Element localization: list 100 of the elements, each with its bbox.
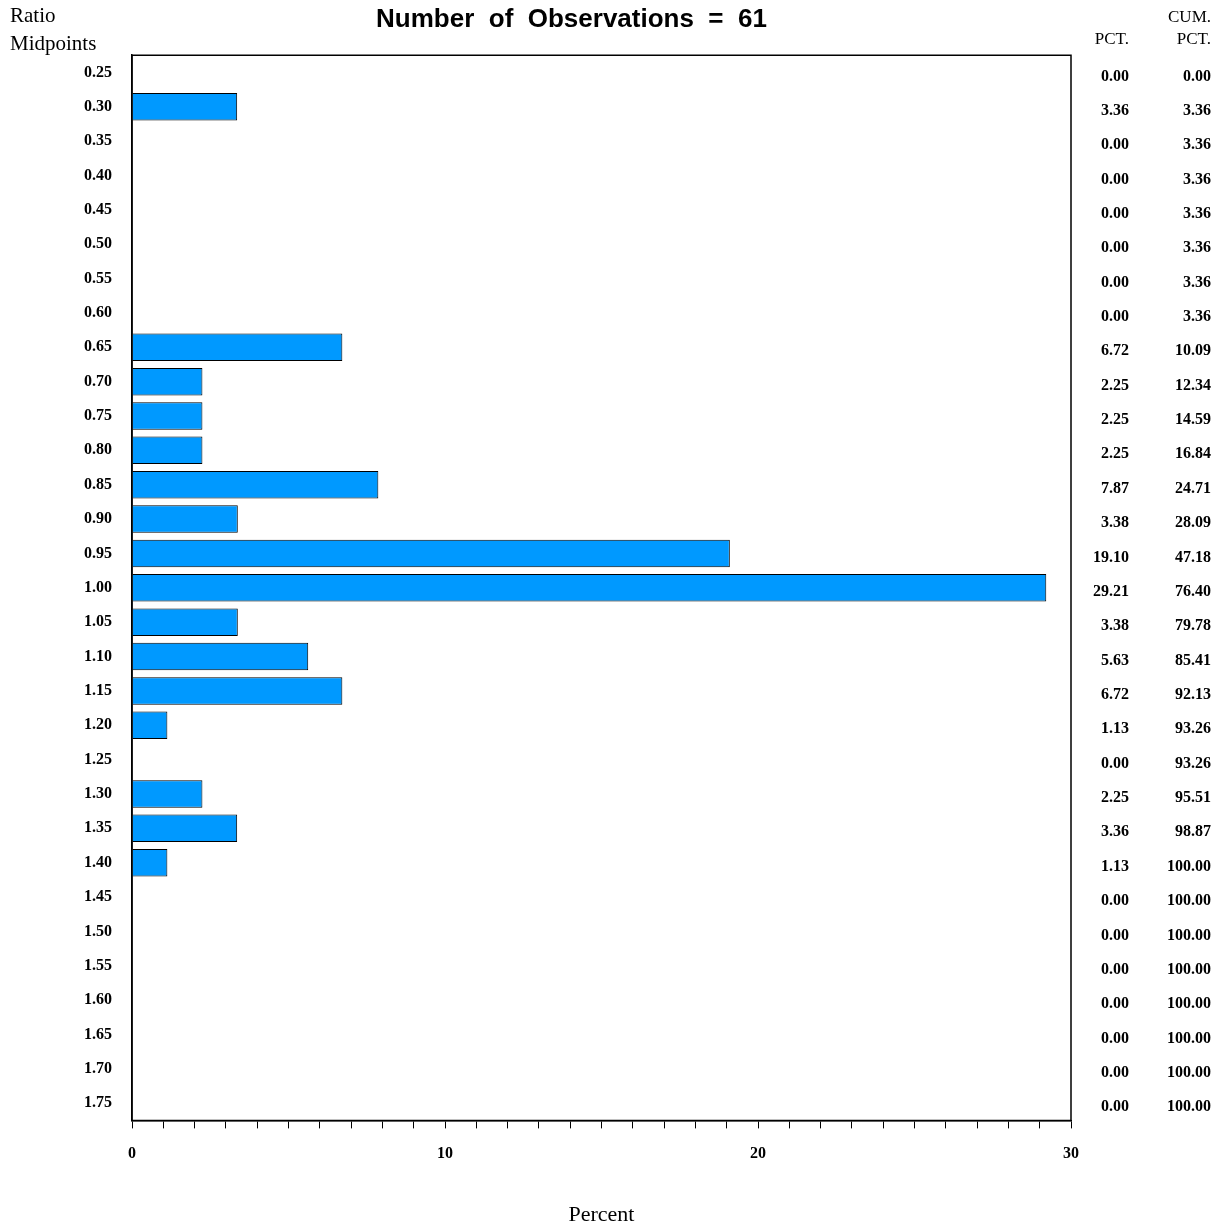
text: 92.13 bbox=[1175, 685, 1211, 703]
data-label: 29.21 bbox=[1093, 581, 1129, 599]
x-tick-label: 30 bbox=[1063, 1144, 1079, 1162]
y-tick-label: 0.40 bbox=[84, 165, 112, 183]
text: 24.71 bbox=[1175, 478, 1211, 496]
y-tick-label: 0.80 bbox=[84, 440, 112, 458]
y-tick-label: 0.70 bbox=[84, 371, 112, 389]
y-tick-label: 1.05 bbox=[84, 612, 112, 630]
data-label: 0.00 bbox=[1101, 307, 1129, 325]
data-label: 0.00 bbox=[1101, 238, 1129, 256]
y-tick-label: 0.35 bbox=[84, 131, 112, 149]
y-tick-label: 0.50 bbox=[84, 234, 112, 252]
text: 3.36 bbox=[1183, 135, 1211, 153]
y-tick-label: 1.70 bbox=[84, 1059, 112, 1076]
text: 3.36 bbox=[1183, 272, 1211, 290]
y-tick-label: 1.30 bbox=[84, 784, 112, 802]
data-label: 2.25 bbox=[1101, 788, 1129, 806]
y-tick-label: 1.00 bbox=[84, 577, 112, 595]
data-label: 1.13 bbox=[1101, 719, 1129, 737]
x-tick-label: 0 bbox=[128, 1144, 136, 1162]
text: 0.00 bbox=[1183, 66, 1211, 84]
y-tick-label: 0.25 bbox=[84, 62, 112, 80]
data-label: 1.13 bbox=[1101, 856, 1129, 874]
text: 85.41 bbox=[1175, 650, 1211, 668]
data-label: 0.00 bbox=[1101, 1063, 1129, 1080]
y-tick-label: 0.45 bbox=[84, 199, 112, 217]
text: 93.26 bbox=[1175, 753, 1211, 771]
text: 100.00 bbox=[1167, 1097, 1211, 1115]
y-tick-label: 0.75 bbox=[84, 406, 112, 424]
data-label: 0.00 bbox=[1101, 1097, 1129, 1115]
y-tick-label: 0.95 bbox=[84, 543, 112, 561]
data-label: 0.00 bbox=[1101, 753, 1129, 771]
x-tick-label: 10 bbox=[437, 1144, 453, 1162]
text: 100.00 bbox=[1167, 891, 1211, 909]
data-label: 3.38 bbox=[1101, 616, 1129, 634]
data-label: 0.00 bbox=[1101, 1028, 1129, 1046]
data-label: 3.38 bbox=[1101, 513, 1129, 531]
y-tick-label: 1.75 bbox=[84, 1093, 112, 1111]
chart-title: Number of Observations = 61 bbox=[376, 2, 767, 33]
text: 12.34 bbox=[1175, 375, 1211, 393]
y-tick-label: 0.90 bbox=[84, 509, 112, 527]
data-label: 0.00 bbox=[1101, 959, 1129, 977]
text: PCT. bbox=[1094, 28, 1129, 48]
text: 100.00 bbox=[1167, 1028, 1211, 1046]
text: 100.00 bbox=[1167, 994, 1211, 1012]
text: 98.87 bbox=[1175, 822, 1211, 840]
y-axis-title: Ratio Midpoints bbox=[10, 2, 97, 55]
data-label: 2.25 bbox=[1101, 410, 1129, 428]
y-tick-label: 1.50 bbox=[84, 921, 112, 939]
y-tick-label: 1.65 bbox=[84, 1024, 112, 1042]
data-label: 6.72 bbox=[1101, 685, 1129, 703]
x-tick-label: 20 bbox=[750, 1144, 766, 1162]
text: 79.78 bbox=[1175, 616, 1211, 634]
text: 14.59 bbox=[1175, 410, 1211, 428]
y-tick-label: 0.55 bbox=[84, 268, 112, 286]
text: 100.00 bbox=[1167, 1063, 1211, 1080]
data-label: 5.63 bbox=[1101, 650, 1129, 668]
data-label: 2.25 bbox=[1101, 444, 1129, 462]
data-label: 3.36 bbox=[1101, 100, 1129, 118]
data-label: 2.25 bbox=[1101, 375, 1129, 393]
text: 3.36 bbox=[1183, 238, 1211, 256]
x-axis-title: Percent bbox=[568, 1200, 635, 1226]
data-label: 3.36 bbox=[1101, 822, 1129, 840]
text: 100.00 bbox=[1167, 959, 1211, 977]
data-label: 7.87 bbox=[1101, 478, 1129, 496]
text: 93.26 bbox=[1175, 719, 1211, 737]
text: 28.09 bbox=[1175, 513, 1211, 531]
text: 76.40 bbox=[1175, 581, 1211, 599]
y-tick-label: 0.60 bbox=[84, 303, 112, 321]
y-tick-label: 1.45 bbox=[84, 887, 112, 905]
text: CUM. PCT. bbox=[1168, 6, 1211, 48]
text: 3.36 bbox=[1183, 169, 1211, 187]
y-tick-label: 1.15 bbox=[84, 681, 112, 699]
y-tick-label: 1.35 bbox=[84, 818, 112, 836]
text: 10.09 bbox=[1175, 341, 1211, 359]
y-tick-label: 0.65 bbox=[84, 337, 112, 355]
data-label: 6.72 bbox=[1101, 341, 1129, 359]
text: 95.51 bbox=[1175, 788, 1211, 806]
y-tick-label: 1.60 bbox=[84, 990, 112, 1008]
text: 3.36 bbox=[1183, 307, 1211, 325]
y-tick-label: 0.30 bbox=[84, 96, 112, 114]
y-tick-label: 1.55 bbox=[84, 955, 112, 973]
data-label: 0.00 bbox=[1101, 272, 1129, 290]
data-label: 0.00 bbox=[1101, 925, 1129, 943]
text: 100.00 bbox=[1167, 925, 1211, 943]
text: 16.84 bbox=[1175, 444, 1211, 462]
y-tick-label: 0.85 bbox=[84, 474, 112, 492]
data-label: 0.00 bbox=[1101, 66, 1129, 84]
y-tick-label: 1.40 bbox=[84, 852, 112, 870]
text: 47.18 bbox=[1175, 547, 1211, 565]
data-label: 0.00 bbox=[1101, 203, 1129, 221]
y-tick-label: 1.10 bbox=[84, 646, 112, 664]
y-tick-label: 1.25 bbox=[84, 749, 112, 767]
data-label: 0.00 bbox=[1101, 891, 1129, 909]
text: 100.00 bbox=[1167, 856, 1211, 874]
text: 3.36 bbox=[1183, 100, 1211, 118]
y-tick-label: 1.20 bbox=[84, 715, 112, 733]
data-label: 0.00 bbox=[1101, 169, 1129, 187]
data-label: 19.10 bbox=[1093, 547, 1129, 565]
data-label: 0.00 bbox=[1101, 135, 1129, 153]
